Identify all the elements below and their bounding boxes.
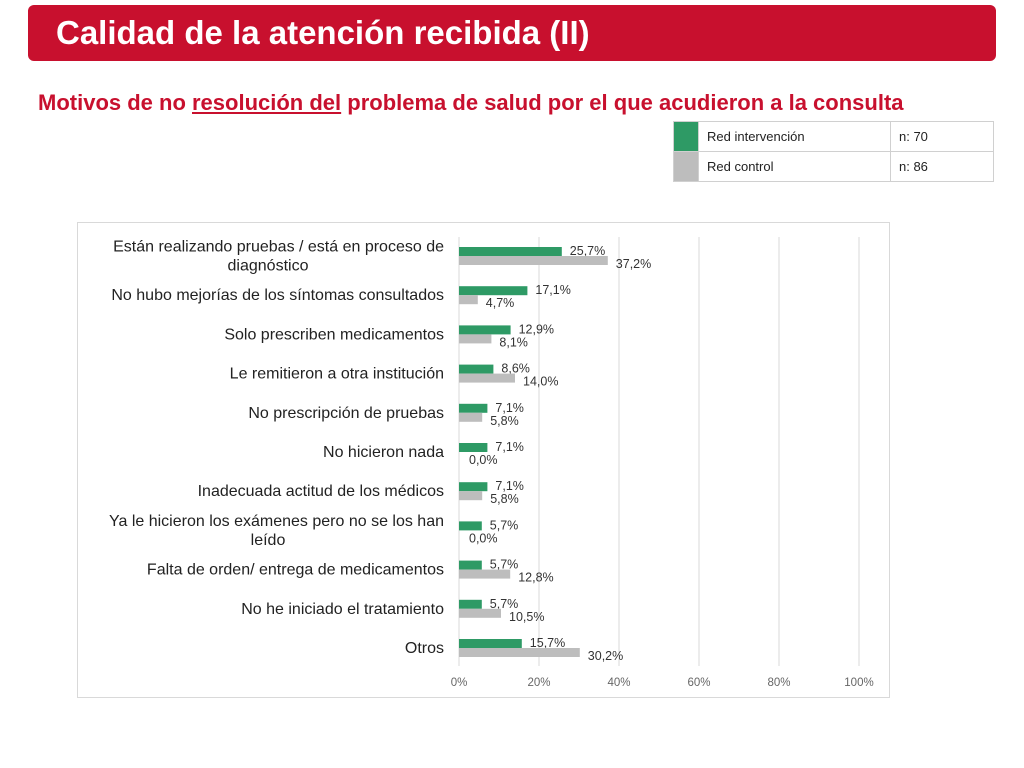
- category-label: Otros: [405, 640, 444, 657]
- x-tick-label: 60%: [687, 677, 710, 689]
- bar-control: [459, 295, 478, 305]
- data-label-control: 8,1%: [499, 335, 528, 349]
- bar-control: [459, 256, 608, 265]
- legend-swatch-intervencion: [673, 121, 699, 152]
- data-label-intervencion: 7,1%: [495, 440, 524, 454]
- legend-table: Red intervención n: 70 Red control n: 86: [673, 121, 994, 182]
- bar-intervencion: [459, 286, 528, 296]
- bar-intervencion: [459, 325, 511, 335]
- data-label-control: 37,2%: [616, 257, 651, 271]
- bar-control: [459, 334, 492, 344]
- bar-intervencion: [459, 482, 488, 492]
- data-label-intervencion: 5,7%: [490, 558, 519, 572]
- data-label-intervencion: 5,7%: [490, 597, 519, 611]
- bar-intervencion: [459, 560, 482, 570]
- x-tick-label: 40%: [607, 677, 630, 689]
- bar-control: [459, 569, 511, 579]
- category-label: diagnóstico: [228, 258, 309, 275]
- category-label: No prescripción de pruebas: [248, 405, 444, 422]
- bar-control: [459, 648, 580, 657]
- category-label: Le remitieron a otra institución: [230, 366, 444, 383]
- bar-intervencion: [459, 443, 488, 452]
- data-label-control: 4,7%: [486, 296, 515, 310]
- x-tick-label: 0%: [451, 677, 468, 689]
- subtitle-underlined: resolución del: [192, 90, 342, 115]
- data-label-intervencion: 5,7%: [490, 518, 519, 532]
- bar-intervencion: [459, 639, 522, 648]
- data-label-intervencion: 12,9%: [519, 322, 554, 336]
- legend-row-control: Red control n: 86: [673, 151, 994, 182]
- category-label: leído: [251, 532, 286, 549]
- category-label: Falta de orden/ entrega de medicamentos: [147, 562, 444, 579]
- legend-n-control: n: 86: [890, 151, 994, 182]
- data-label-intervencion: 8,6%: [501, 362, 530, 376]
- chart-frame: [77, 222, 890, 698]
- data-label-control: 12,8%: [518, 571, 553, 585]
- data-label-control: 30,2%: [588, 649, 623, 663]
- x-tick-label: 80%: [767, 677, 790, 689]
- data-label-intervencion: 7,1%: [495, 401, 524, 415]
- bar-intervencion: [459, 247, 562, 256]
- category-label: Solo prescriben medicamentos: [224, 326, 444, 343]
- bar-intervencion: [459, 403, 488, 413]
- subtitle-part-1: Motivos de no: [38, 90, 192, 115]
- data-label-control: 10,5%: [509, 610, 544, 624]
- x-tick-label: 20%: [527, 677, 550, 689]
- data-label-intervencion: 25,7%: [570, 244, 605, 258]
- category-label: No he iniciado el tratamiento: [241, 601, 444, 618]
- legend-n-intervencion: n: 70: [890, 121, 994, 152]
- title-bar: Calidad de la atención recibida (II): [28, 5, 996, 61]
- data-label-control: 0,0%: [469, 453, 498, 467]
- data-label-control: 14,0%: [523, 375, 558, 389]
- data-label-control: 5,8%: [490, 414, 519, 428]
- data-label-intervencion: 15,7%: [530, 636, 565, 650]
- data-label-intervencion: 7,1%: [495, 479, 524, 493]
- data-label-control: 0,0%: [469, 531, 498, 545]
- data-label-intervencion: 17,1%: [535, 283, 570, 297]
- category-label: Están realizando pruebas / está en proce…: [113, 239, 444, 256]
- category-label: Ya le hicieron los exámenes pero no se l…: [109, 513, 444, 530]
- data-label-control: 5,8%: [490, 492, 519, 506]
- chart-subtitle: Motivos de no resolución del problema de…: [38, 88, 958, 118]
- legend-row-intervencion: Red intervención n: 70: [673, 121, 994, 152]
- x-tick-label: 100%: [844, 677, 873, 689]
- bar-control: [459, 412, 483, 422]
- category-label: No hicieron nada: [323, 444, 444, 461]
- bar-intervencion: [459, 521, 482, 531]
- subtitle-part-2: problema de salud por el que acudieron a…: [341, 90, 904, 115]
- bar-control: [459, 373, 515, 383]
- slide-title: Calidad de la atención recibida (II): [56, 14, 590, 51]
- category-label: Inadecuada actitud de los médicos: [198, 483, 444, 500]
- bar-intervencion: [459, 364, 494, 374]
- bar-control: [459, 608, 501, 618]
- legend-name-control: Red control: [698, 151, 891, 182]
- category-label: No hubo mejorías de los síntomas consult…: [111, 287, 444, 304]
- bar-control: [459, 491, 483, 501]
- bar-intervencion: [459, 599, 482, 609]
